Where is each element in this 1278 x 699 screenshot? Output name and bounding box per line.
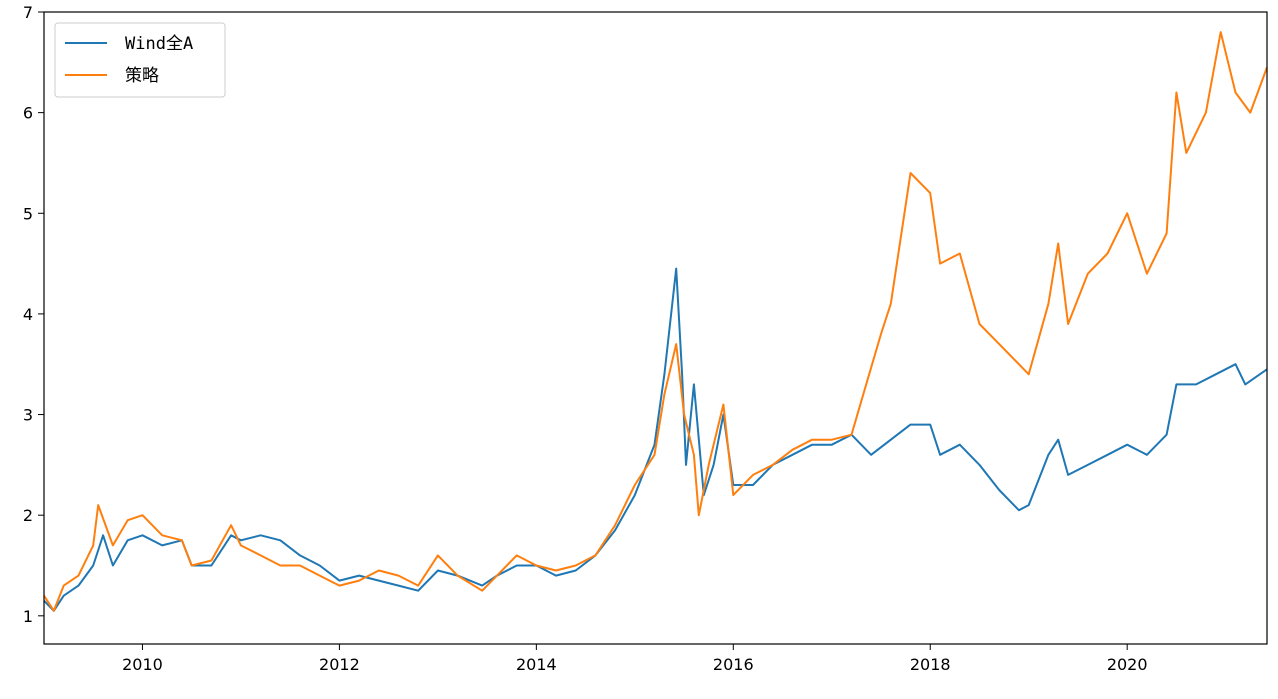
y-axis: 1 2 3 4 5 6 7 [23,3,44,626]
plot-frame [43,11,1268,645]
x-tick-label: 2020 [1107,655,1148,674]
x-tick-label: 2014 [516,655,557,674]
y-tick-label: 4 [23,305,33,324]
x-tick-label: 2016 [713,655,754,674]
series-line-0 [43,267,1268,612]
legend-box [54,22,226,98]
y-tick-label: 3 [23,406,33,425]
series-layer [43,31,1268,612]
series-line-1 [43,31,1268,612]
y-tick-label: 1 [23,607,33,626]
x-axis: 2010 2012 2014 2016 2018 2020 [122,644,1148,674]
y-tick-label: 6 [23,104,33,123]
y-tick-label: 5 [23,204,33,223]
legend: Wind全A 策略 [54,22,226,98]
legend-label: 策略 [125,66,159,86]
legend-label: Wind全A [125,34,193,54]
y-tick-label: 7 [23,3,33,22]
y-tick-label: 2 [23,506,33,525]
x-tick-label: 2010 [122,655,163,674]
x-tick-label: 2012 [319,655,360,674]
x-tick-label: 2018 [910,655,951,674]
